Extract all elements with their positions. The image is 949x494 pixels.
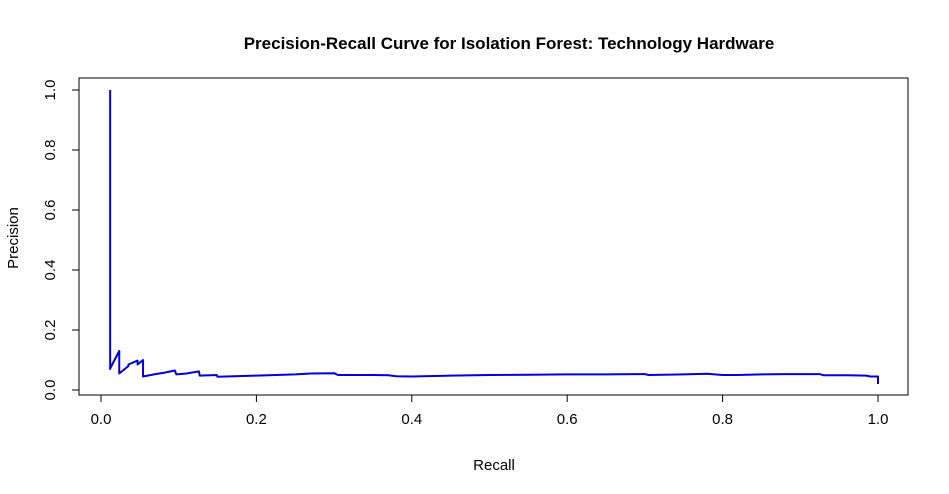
series-layer	[109, 90, 879, 384]
x-tick-label: 0.0	[91, 411, 112, 428]
x-tick-label: 0.6	[557, 411, 578, 428]
series-line-0	[109, 90, 879, 384]
x-tick-label: 0.8	[712, 411, 733, 428]
y-tick-label: 0.8	[42, 140, 59, 161]
y-tick-label: 0.6	[42, 200, 59, 221]
y-tick-label: 0.0	[42, 380, 59, 401]
x-axis: 0.0 0.2 0.4 0.6 0.8 1.0	[91, 394, 889, 428]
y-tick-label: 0.4	[42, 260, 59, 281]
y-tick-label: 1.0	[42, 80, 59, 101]
y-axis-label: Precision	[5, 207, 22, 269]
x-tick-label: 0.2	[246, 411, 267, 428]
y-tick-label: 0.2	[42, 320, 59, 341]
x-axis-label: Recall	[473, 457, 515, 474]
x-tick-label: 1.0	[868, 411, 889, 428]
plot-frame	[78, 77, 909, 396]
y-axis: 0.0 0.2 0.4 0.6 0.8 1.0	[42, 80, 80, 401]
x-tick-label: 0.4	[401, 411, 422, 428]
chart-title: Precision-Recall Curve for Isolation For…	[244, 34, 775, 53]
